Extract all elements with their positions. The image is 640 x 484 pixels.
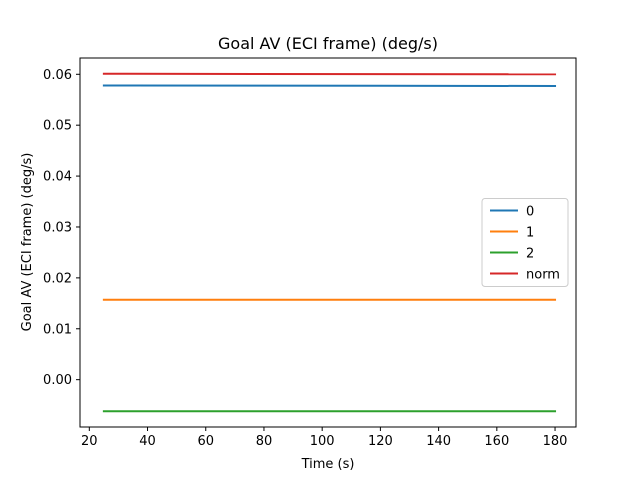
legend-label-1: 1 <box>526 226 534 241</box>
y-tick-label: 0.04 <box>43 170 72 185</box>
x-tick-label: 100 <box>310 434 335 449</box>
y-tick-label: 0.06 <box>43 68 72 83</box>
legend-box <box>481 198 569 287</box>
x-tick-label: 20 <box>81 434 98 449</box>
x-tick-label: 160 <box>484 434 509 449</box>
y-tick-label: 0.03 <box>43 220 72 235</box>
y-axis-label: Goal AV (ECI frame) (deg/s) <box>20 153 35 332</box>
axes-frame <box>79 57 577 428</box>
legend-label-norm: norm <box>526 268 560 283</box>
y-tick-label: 0.02 <box>43 271 72 286</box>
legend-label-2: 2 <box>526 247 534 262</box>
x-tick-label: 60 <box>197 434 214 449</box>
x-tick-label: 80 <box>256 434 273 449</box>
y-tick-label: 0.00 <box>43 373 72 388</box>
x-axis-label: Time (s) <box>301 457 355 472</box>
x-tick-label: 120 <box>368 434 393 449</box>
series-line-0 <box>102 84 557 87</box>
x-tick-label: 40 <box>139 434 156 449</box>
chart-title: Goal AV (ECI frame) (deg/s) <box>218 34 438 53</box>
x-tick-label: 140 <box>426 434 451 449</box>
y-tick-label: 0.05 <box>43 119 72 134</box>
series-line-norm <box>102 72 557 76</box>
x-tick-label: 180 <box>543 434 568 449</box>
y-tick-label: 0.01 <box>43 322 72 337</box>
plot-area: 20 40 60 80 100 120 140 160 1800.000.010.020.030… <box>43 57 577 449</box>
legend-label-0: 0 <box>526 205 534 220</box>
